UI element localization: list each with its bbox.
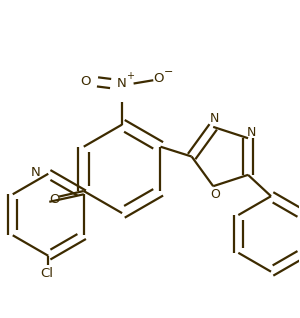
Text: O: O: [80, 75, 91, 88]
Text: N: N: [210, 112, 220, 125]
Text: −: −: [164, 67, 173, 77]
Text: O: O: [154, 72, 164, 85]
Text: N: N: [31, 166, 41, 179]
Text: N: N: [247, 126, 256, 139]
Text: O: O: [49, 193, 59, 206]
Text: O: O: [210, 188, 220, 201]
Text: Cl: Cl: [40, 267, 53, 280]
Text: +: +: [126, 71, 134, 81]
Text: N: N: [117, 77, 127, 90]
